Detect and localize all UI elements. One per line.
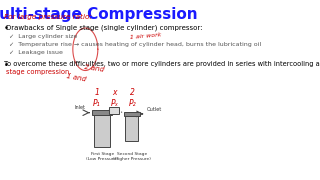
Text: ✓  Large cylinder size: ✓ Large cylinder size bbox=[9, 34, 78, 39]
Bar bbox=[94, 115, 110, 147]
Text: First Stage
(Low Pressure): First Stage (Low Pressure) bbox=[86, 152, 118, 161]
Text: ✓  Temperature rise → causes heating of cylinder head, burns the lubricating oil: ✓ Temperature rise → causes heating of c… bbox=[9, 42, 261, 47]
Text: Second Stage
(Higher Pressure): Second Stage (Higher Pressure) bbox=[113, 152, 151, 161]
Text: •: • bbox=[4, 24, 9, 33]
Text: •: • bbox=[4, 61, 9, 70]
Text: Drawbacks of Single stage (single cylinder) compressor:: Drawbacks of Single stage (single cylind… bbox=[6, 24, 202, 31]
Text: 1 air work: 1 air work bbox=[130, 33, 162, 40]
Text: Outlet: Outlet bbox=[147, 107, 162, 112]
Text: Inlet: Inlet bbox=[74, 105, 85, 110]
Bar bbox=[124, 112, 140, 116]
Bar bbox=[125, 116, 138, 141]
Bar bbox=[92, 110, 112, 115]
Text: ✓  Leakage issue: ✓ Leakage issue bbox=[9, 50, 63, 55]
Text: P₁: P₁ bbox=[93, 99, 101, 108]
Text: P₂: P₂ bbox=[129, 99, 136, 108]
Text: To overcome these difficulties, two or more cylinders are provided in series wit: To overcome these difficulties, two or m… bbox=[4, 61, 320, 67]
Text: 1 and: 1 and bbox=[66, 73, 86, 83]
Text: 1: 1 bbox=[94, 88, 100, 97]
Text: 2: 2 bbox=[130, 88, 135, 97]
Bar bbox=[108, 107, 119, 114]
Text: For large pressure ratio:: For large pressure ratio: bbox=[4, 14, 92, 20]
Text: Pₓ: Pₓ bbox=[110, 99, 118, 108]
Text: x: x bbox=[112, 88, 117, 97]
Text: stage compression.: stage compression. bbox=[6, 69, 71, 75]
Text: 2 and: 2 and bbox=[84, 64, 104, 72]
Text: Multi-stage Compression: Multi-stage Compression bbox=[0, 7, 197, 22]
